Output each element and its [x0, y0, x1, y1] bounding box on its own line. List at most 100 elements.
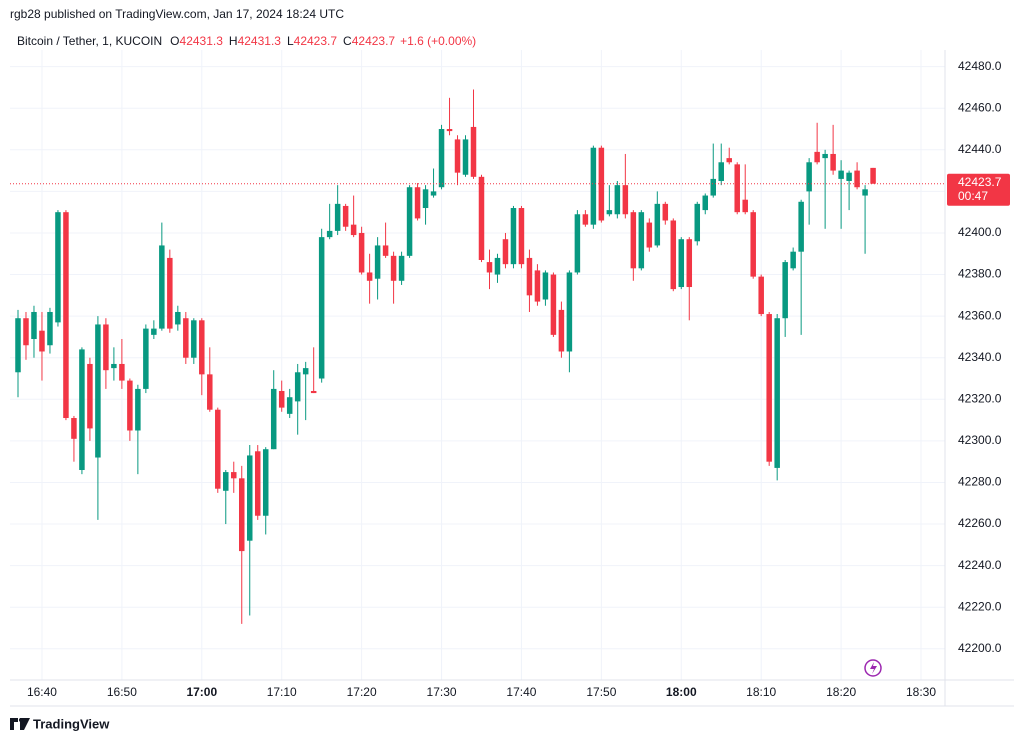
candle-body: [39, 330, 45, 352]
candle-body: [199, 320, 205, 375]
ohlc-label: O: [170, 34, 179, 48]
y-tick-label: 42220.0: [958, 599, 1002, 613]
candle-body: [654, 203, 661, 246]
candle-body: [111, 363, 117, 369]
chart-title: Bitcoin / Tether, 1, KUCOIN: [17, 34, 162, 48]
flash-icon[interactable]: [864, 659, 882, 677]
candle-body: [414, 187, 421, 219]
candle-body: [350, 224, 357, 236]
candle-body: [622, 185, 629, 215]
candle-body: [550, 274, 557, 335]
candle-body: [702, 195, 709, 211]
candle-body: [558, 309, 565, 352]
candle-body: [374, 245, 381, 279]
x-tick-label: 17:20: [347, 685, 377, 699]
y-tick-label: 42320.0: [958, 391, 1002, 405]
candle-body: [830, 153, 836, 171]
brand-name: TradingView: [33, 716, 110, 731]
candle-body: [167, 257, 173, 329]
candle-body: [231, 472, 237, 479]
candle-body: [382, 245, 389, 256]
candle-body: [406, 187, 413, 256]
candle-body: [630, 212, 637, 269]
price-tag-countdown: 00:47: [958, 189, 988, 203]
candle-body: [838, 170, 844, 179]
x-tick-label: 18:10: [746, 685, 776, 699]
x-tick-label: 16:50: [107, 685, 137, 699]
candle-body: [870, 167, 876, 184]
candle-body: [326, 230, 333, 238]
y-tick-label: 42460.0: [958, 100, 1002, 114]
x-tick-label: 17:00: [186, 685, 217, 699]
flash-bolt: [870, 662, 877, 674]
candle-body: [470, 126, 477, 177]
candle-body: [119, 363, 125, 381]
candle-body: [742, 199, 748, 213]
candle-body: [422, 189, 429, 209]
candle-body: [342, 205, 349, 227]
y-tick-label: 42280.0: [958, 475, 1002, 489]
candle-body: [486, 262, 493, 273]
candle-body: [143, 328, 149, 389]
candle-body: [390, 255, 397, 281]
candle-body: [302, 368, 309, 375]
candle-body: [582, 214, 589, 225]
x-tick-label: 17:30: [427, 685, 457, 699]
ohlc-value: 42431.3: [180, 34, 224, 48]
candle-body: [694, 203, 701, 242]
y-tick-label: 42380.0: [958, 267, 1002, 281]
candle-body: [750, 212, 756, 277]
candle-body: [183, 318, 189, 358]
candle-body: [294, 372, 301, 402]
candle-body: [151, 328, 157, 335]
candle-body: [159, 245, 165, 329]
candle-body: [534, 270, 541, 302]
candle-body: [15, 318, 21, 373]
candle-body: [542, 272, 549, 300]
x-tick-label: 16:40: [27, 685, 57, 699]
candle-body: [478, 176, 485, 260]
x-tick-label: 18:00: [666, 685, 697, 699]
candle-body: [526, 257, 533, 296]
candle-body: [726, 158, 732, 163]
candle-body: [47, 311, 53, 346]
candle-body: [462, 139, 469, 175]
plot-area: [10, 50, 945, 680]
candle-body: [782, 262, 788, 319]
candle-body: [366, 272, 373, 281]
candle-body: [262, 449, 269, 516]
candle-body: [446, 129, 453, 132]
candle-body: [63, 212, 69, 419]
candle-body: [502, 239, 509, 265]
candle-body: [774, 318, 780, 468]
candle-body: [678, 239, 685, 288]
x-tick-label: 18:20: [826, 685, 856, 699]
candle-body: [494, 257, 501, 275]
candle-body: [270, 388, 277, 450]
candle-body: [710, 178, 716, 196]
candle-body: [766, 314, 772, 462]
candle-body: [734, 164, 740, 213]
candle-body: [662, 203, 669, 221]
ohlc-value: 42423.7: [294, 34, 338, 48]
candle-body: [638, 212, 645, 269]
candle-body: [223, 472, 229, 491]
ohlc-label: C: [343, 34, 352, 48]
y-tick-label: 42200.0: [958, 641, 1002, 655]
candle-body: [862, 189, 868, 196]
candle-body: [574, 214, 581, 273]
candle-body: [127, 380, 133, 431]
y-tick-label: 42300.0: [958, 433, 1002, 447]
candle-body: [95, 324, 101, 458]
candle-body: [438, 129, 445, 188]
change: +1.6 (+0.00%): [400, 34, 476, 48]
ohlc-label: L: [287, 34, 294, 48]
x-tick-label: 18:30: [906, 685, 936, 699]
ohlc-value: 42423.7: [352, 34, 396, 48]
candle-body: [71, 418, 77, 439]
candle-body: [398, 255, 405, 281]
candle-body: [518, 208, 525, 265]
candle-body: [790, 251, 796, 269]
